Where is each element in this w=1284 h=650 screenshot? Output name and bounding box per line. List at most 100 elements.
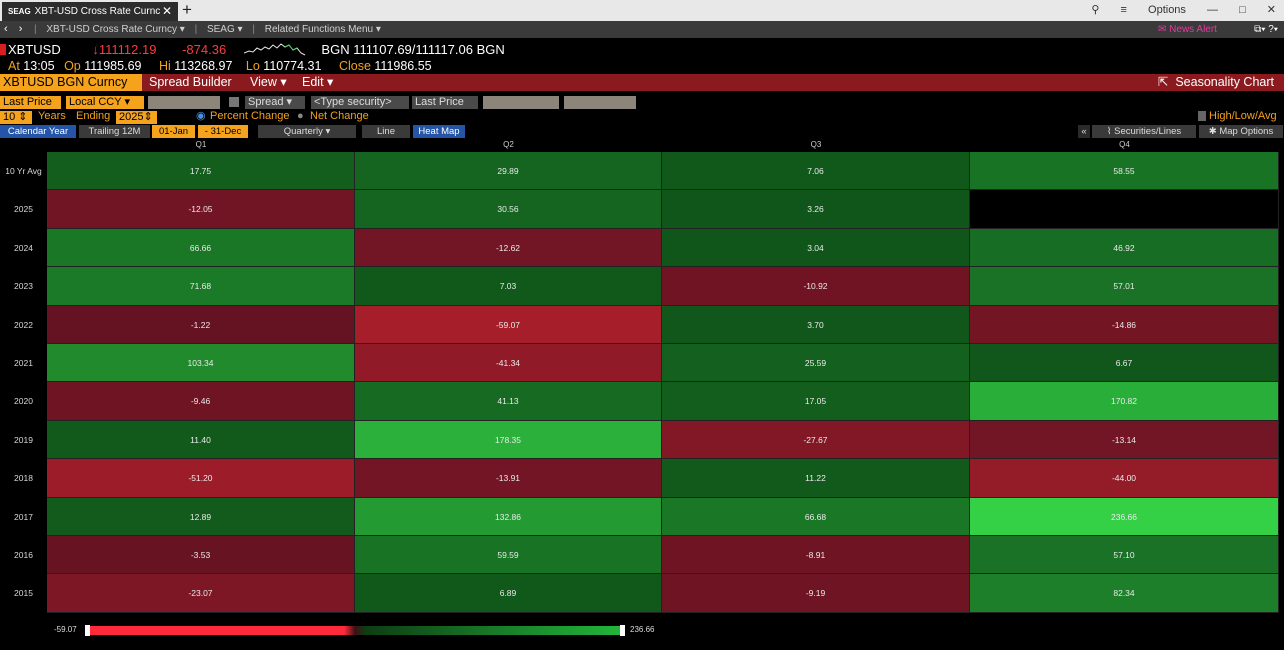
security-menu[interactable]: XBT-USD Cross Rate Curncy ▾ (46, 24, 185, 35)
heatmap-cell[interactable]: 59.59 (355, 536, 662, 575)
heatmap-cell[interactable]: 82.34 (970, 574, 1279, 613)
menu-bar: XBTUSD BGN Curncy Spread Builder View ▾ … (0, 74, 1284, 91)
high-low-avg-label: High/Low/Avg (1209, 110, 1277, 122)
heatmap-cell[interactable]: 66.68 (662, 497, 970, 536)
heatmap-cell[interactable]: -1.22 (47, 305, 355, 344)
heatmap-cell[interactable]: -12.62 (355, 228, 662, 268)
bid-ask: 111107.69/111117.06 (353, 42, 473, 57)
heatmap-cell[interactable]: -9.19 (662, 574, 970, 613)
heatmap-cell[interactable]: 11.40 (47, 420, 355, 460)
row-label: 2021 (14, 358, 33, 368)
legend-max-handle[interactable] (620, 625, 625, 636)
heatmap-cell[interactable]: 71.68 (47, 267, 355, 306)
from-date-input[interactable]: 01-Jan (152, 125, 195, 138)
heatmap-cell[interactable]: -10.92 (662, 267, 970, 306)
heatmap-cell[interactable]: 103.34 (47, 344, 355, 383)
heatmap-cell[interactable]: -13.91 (355, 459, 662, 498)
minimize-icon[interactable]: — (1207, 4, 1218, 16)
heatmap-cell[interactable]: -44.00 (970, 459, 1279, 498)
heatmap-cell[interactable]: 3.26 (662, 190, 970, 229)
high-low-avg-checkbox[interactable] (1198, 111, 1206, 121)
heatmap-cell[interactable]: 58.55 (970, 152, 1279, 191)
to-date-input[interactable]: - 31-Dec (198, 125, 248, 138)
tab-heat-map[interactable]: Heat Map (413, 125, 465, 138)
heatmap-cell[interactable]: 6.67 (970, 344, 1279, 383)
heatmap-cell[interactable]: 132.86 (355, 497, 662, 536)
tab-line[interactable]: Line (362, 125, 410, 138)
heatmap-cell[interactable]: -51.20 (47, 459, 355, 498)
collapse-arrows-icon[interactable]: « (1078, 125, 1090, 138)
tab-title: XBT-USD Cross Rate Curnc (34, 6, 161, 17)
blank-select-3[interactable] (564, 96, 636, 109)
heatmap-cell[interactable]: 17.75 (47, 152, 355, 191)
field-select[interactable]: Last Price (0, 96, 61, 109)
map-options-button[interactable]: ✱ Map Options (1199, 125, 1283, 138)
heatmap-cell[interactable] (970, 190, 1279, 229)
heatmap-cell[interactable]: -13.14 (970, 420, 1279, 460)
heatmap-cell[interactable]: -3.53 (47, 536, 355, 575)
field-select-2[interactable]: Last Price (412, 96, 478, 109)
heatmap-cell[interactable]: 46.92 (970, 228, 1279, 268)
ending-year-stepper[interactable]: 2025⇕ (116, 111, 157, 124)
new-tab-icon[interactable]: + (182, 0, 192, 19)
net-change-radio[interactable]: ● (297, 110, 304, 122)
close-tab-icon[interactable]: ✕ (161, 4, 172, 18)
heatmap-cell[interactable]: 236.66 (970, 497, 1279, 536)
heatmap-cell[interactable]: -14.86 (970, 305, 1279, 344)
type-security-input[interactable]: <Type security> (311, 96, 409, 109)
maximize-icon[interactable]: □ (1239, 4, 1246, 16)
spread-checkbox[interactable] (229, 97, 239, 107)
heatmap-cell[interactable]: -9.46 (47, 382, 355, 421)
securities-lines-button[interactable]: ⌇ Securities/Lines (1092, 125, 1196, 138)
high-price: 113268.97 (174, 59, 233, 73)
options-menu[interactable]: ≡ Options (1120, 4, 1186, 16)
heatmap-cell[interactable]: 6.89 (355, 574, 662, 613)
spread-builder-menu[interactable]: Spread Builder (149, 75, 232, 89)
close-window-icon[interactable]: ✕ (1266, 4, 1276, 16)
heatmap-cell[interactable]: -27.67 (662, 420, 970, 460)
tab-calendar-year[interactable]: Calendar Year (0, 125, 76, 138)
security-title[interactable]: XBTUSD BGN Curncy (0, 74, 142, 91)
heatmap-cell[interactable]: 7.06 (662, 152, 970, 191)
heatmap-cell[interactable]: 66.66 (47, 228, 355, 268)
heatmap-cell[interactable]: 25.59 (662, 344, 970, 383)
related-functions-menu[interactable]: Related Functions Menu ▾ (264, 24, 381, 35)
heatmap-cell[interactable]: -23.07 (47, 574, 355, 613)
percent-change-radio[interactable]: ◉ (196, 110, 206, 122)
period-select[interactable]: Quarterly ▾ (258, 125, 356, 138)
pin-icon[interactable]: ⚲ (1091, 4, 1100, 16)
heatmap-cell[interactable]: 12.89 (47, 497, 355, 536)
currency-select[interactable]: Local CCY ▾ (66, 96, 144, 109)
function-menu[interactable]: SEAG ▾ (206, 24, 243, 35)
window-tools-menu[interactable]: ⧉▾ ?▾ (1254, 24, 1278, 35)
active-tab[interactable]: SEAG XBT-USD Cross Rate Curnc ✕ (2, 2, 178, 21)
heatmap-cell[interactable]: -12.05 (47, 190, 355, 229)
heatmap-cell[interactable]: 57.01 (970, 267, 1279, 306)
back-forward-arrows-icon[interactable]: ‹ › (4, 23, 27, 35)
seasonality-chart-link[interactable]: ⇱ Seasonality Chart (1158, 74, 1274, 91)
blank-select-1[interactable] (148, 96, 220, 109)
column-header: Q2 (503, 140, 514, 149)
view-menu[interactable]: View ▾ (250, 75, 287, 89)
tab-trailing-12m[interactable]: Trailing 12M (79, 125, 150, 138)
news-alert[interactable]: ✉ News Alert (1158, 21, 1217, 38)
heatmap-cell[interactable]: 30.56 (355, 190, 662, 229)
heatmap-cell[interactable]: 178.35 (355, 420, 662, 460)
heatmap-cell[interactable]: 41.13 (355, 382, 662, 421)
heatmap-cell[interactable]: 17.05 (662, 382, 970, 421)
heatmap-cell[interactable]: 3.04 (662, 228, 970, 268)
heatmap-cell[interactable]: 57.10 (970, 536, 1279, 575)
heatmap-cell[interactable]: 7.03 (355, 267, 662, 306)
years-stepper[interactable]: 10 ⇕ (0, 111, 32, 124)
heatmap-cell[interactable]: 11.22 (662, 459, 970, 498)
blank-select-2[interactable] (483, 96, 559, 109)
heatmap-cell[interactable]: -59.07 (355, 305, 662, 344)
legend-min-handle[interactable] (85, 625, 90, 636)
heatmap-cell[interactable]: -8.91 (662, 536, 970, 575)
spread-select[interactable]: Spread ▾ (245, 96, 305, 109)
heatmap-cell[interactable]: -41.34 (355, 344, 662, 383)
heatmap-cell[interactable]: 3.70 (662, 305, 970, 344)
heatmap-cell[interactable]: 29.89 (355, 152, 662, 191)
heatmap-cell[interactable]: 170.82 (970, 382, 1279, 421)
edit-menu[interactable]: Edit ▾ (302, 75, 334, 89)
